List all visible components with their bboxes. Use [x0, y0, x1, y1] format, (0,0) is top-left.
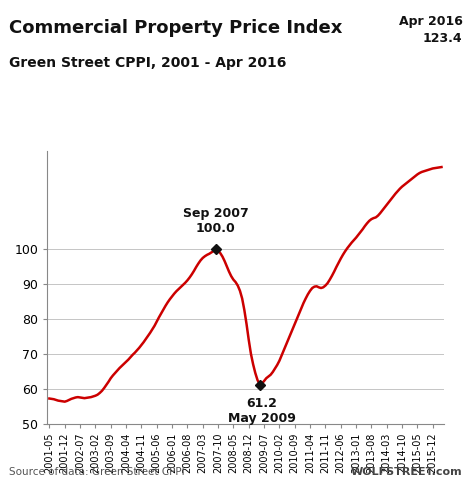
Text: 123.4: 123.4: [423, 32, 463, 45]
Text: 61.2
May 2009: 61.2 May 2009: [228, 397, 296, 425]
Text: Apr 2016: Apr 2016: [399, 15, 463, 28]
Text: Source of data: Green Street CPPI: Source of data: Green Street CPPI: [9, 467, 185, 477]
Text: Sep 2007
100.0: Sep 2007 100.0: [183, 207, 249, 235]
Text: WOLFSTREET.com: WOLFSTREET.com: [351, 467, 463, 477]
Text: Commercial Property Price Index: Commercial Property Price Index: [9, 19, 343, 37]
Text: Green Street CPPI, 2001 - Apr 2016: Green Street CPPI, 2001 - Apr 2016: [9, 56, 287, 70]
